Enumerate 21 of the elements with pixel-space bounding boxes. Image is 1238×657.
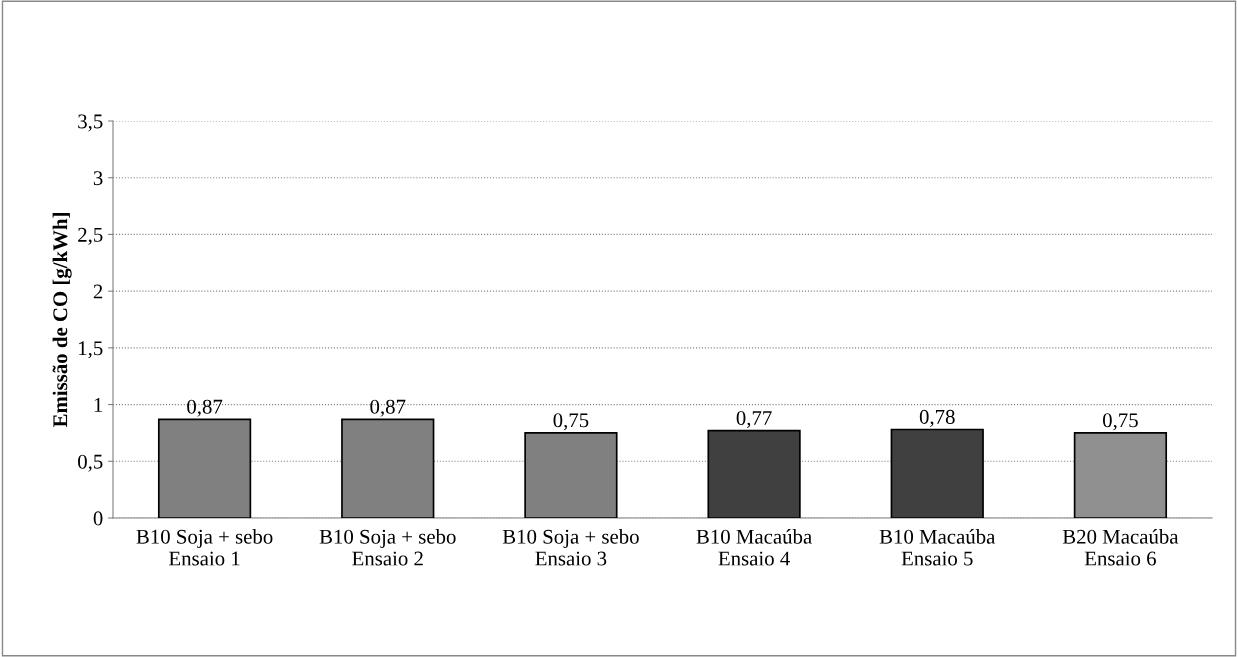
x-tick-label: B10 Soja + sebo Ensaio 1 xyxy=(136,529,273,566)
y-tick-label: 3 xyxy=(93,171,103,186)
y-tick-label: 0 xyxy=(93,511,103,526)
y-tick-label: 2,5 xyxy=(78,227,103,245)
y-tick-label: 1,5 xyxy=(79,341,103,359)
y-axis-title: Emissão de CO [g/kWh] xyxy=(52,213,72,428)
data-label: 0,87 xyxy=(187,399,223,417)
data-label: 0,75 xyxy=(1102,413,1138,431)
x-tick-label: B10 Soja + sebo Ensaio 3 xyxy=(502,529,639,566)
x-tick-label: B20 Macaúba Ensaio 6 xyxy=(1062,529,1179,566)
data-label: 0,78 xyxy=(919,409,955,427)
y-tick-label: 1 xyxy=(94,398,103,412)
x-tick-label: B10 Macaúba Ensaio 4 xyxy=(696,529,812,566)
x-tick-label: B10 Macaúba Ensaio 5 xyxy=(879,529,996,566)
x-tick-label: B10 Soja + sebo Ensaio 2 xyxy=(319,529,456,566)
data-label: 0,77 xyxy=(736,410,772,429)
y-tick-label: 0,5 xyxy=(78,454,103,472)
data-label: 0,87 xyxy=(370,399,406,417)
y-tick-label: 2 xyxy=(93,284,103,299)
y-tick-label: 3,5 xyxy=(78,114,103,132)
data-label: 0,75 xyxy=(553,413,589,431)
